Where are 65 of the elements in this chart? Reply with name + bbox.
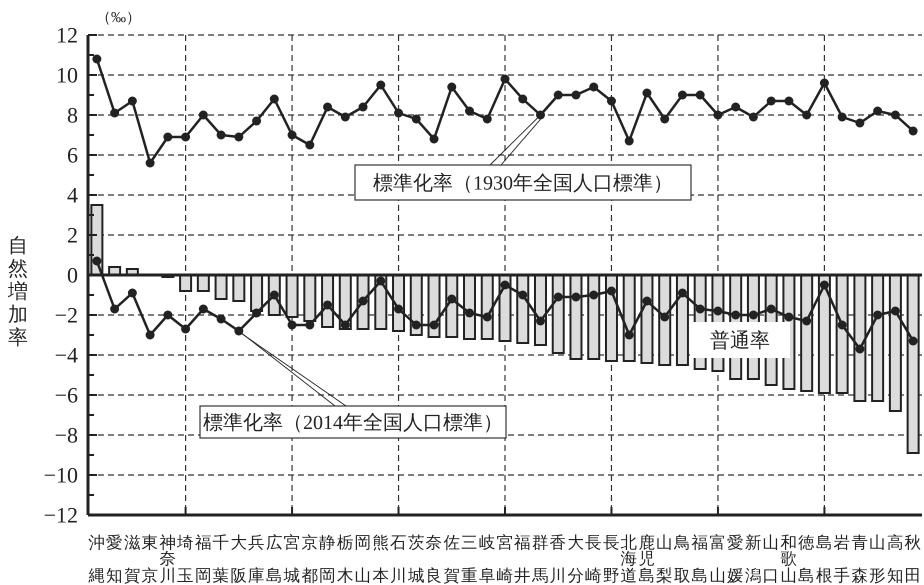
x-tick-label: 愛媛 [727,533,744,585]
y-tick-label: 2 [67,222,78,248]
x-tick-label: 高知 [886,533,904,585]
x-tick-label: 徳島 [798,533,816,585]
x-tick-label: 佐賀 [443,533,460,585]
x-tick-label: 広島 [266,533,283,585]
x-tick-label: 東京 [142,533,159,585]
x-tick-label: 山形 [869,533,886,585]
x-tick-label: 大分 [567,533,584,585]
x-tick-label: 山梨 [656,533,674,585]
y-tick-label: 8 [67,102,78,128]
x-tick-label: 岡山 [354,533,372,585]
text: 標準化率（2014年全国人口標準） [203,412,503,434]
x-tick-label: 栃木 [336,533,354,585]
text: （‰） [96,10,141,26]
x-tick-label: 奈良 [426,533,443,585]
x-tick-label: 宮崎 [496,533,514,585]
x-tick-label: 島根 [816,533,833,585]
x-tick-label: 新潟 [744,533,762,585]
x-tick-label: 山口 [762,533,780,585]
legend-label: 標準化率（1930年全国人口標準） [373,172,673,195]
x-tick-label: 神奈川 [159,533,176,585]
x-tick-label: 千葉 [212,533,230,585]
series-label: 普通率 [710,329,770,352]
x-tick-label: 長野 [602,533,620,585]
x-tick-label: 沖縄 [87,533,106,585]
x-tick-label: 北海道 [620,533,638,585]
x-tick-label: 秋田 [904,533,922,585]
x-tick-label: 埼玉 [176,533,194,585]
x-tick-label: 石川 [390,533,408,585]
y-tick-label: 6 [67,142,78,168]
x-tick-label: 福井 [514,533,532,585]
x-tick-label: 富山 [709,533,726,585]
x-tick-label: 宮城 [282,533,301,585]
y-tick-label: 4 [67,182,78,208]
x-tick-label: 和歌山 [780,533,798,585]
y-tick-label: −6 [54,382,78,408]
x-tick-label: 香川 [550,533,567,585]
x-tick-label: 鳥取 [672,533,691,585]
x-tick-label: 岐阜 [478,533,496,585]
x-tick-label: 鹿児島 [638,533,656,585]
y-tick-label: 12 [56,22,78,48]
x-tick-label: 滋賀 [124,533,141,585]
x-tick-label: 静岡 [319,533,336,585]
y-axis-title: 自然増加率 [7,235,28,349]
x-tick-label: 茨城 [406,533,425,585]
y-tick-label: 10 [56,62,78,88]
x-tick-label: 愛知 [106,533,124,585]
y-tick-label: −10 [44,462,78,488]
x-tick-label: 三重 [461,533,478,585]
y-tick-label: −8 [54,422,78,448]
x-tick-label: 熊本 [372,533,390,585]
y-tick-label: −4 [54,342,78,368]
x-tick-label: 京都 [301,533,318,585]
y-tick-label: −12 [44,502,78,528]
x-tick-label: 兵庫 [248,533,266,585]
x-tick-label: 大阪 [230,533,248,585]
x-tick-label: 群馬 [530,533,549,585]
x-tick-label: 青森 [851,533,868,585]
x-tick-label: 福岡 [194,533,212,585]
y-tick-label: −2 [54,302,78,328]
x-tick-label: 岩手 [834,533,851,585]
y-tick-label: 0 [67,262,78,288]
x-tick-label: 長崎 [585,533,602,585]
x-tick-label: 福島 [692,533,709,585]
